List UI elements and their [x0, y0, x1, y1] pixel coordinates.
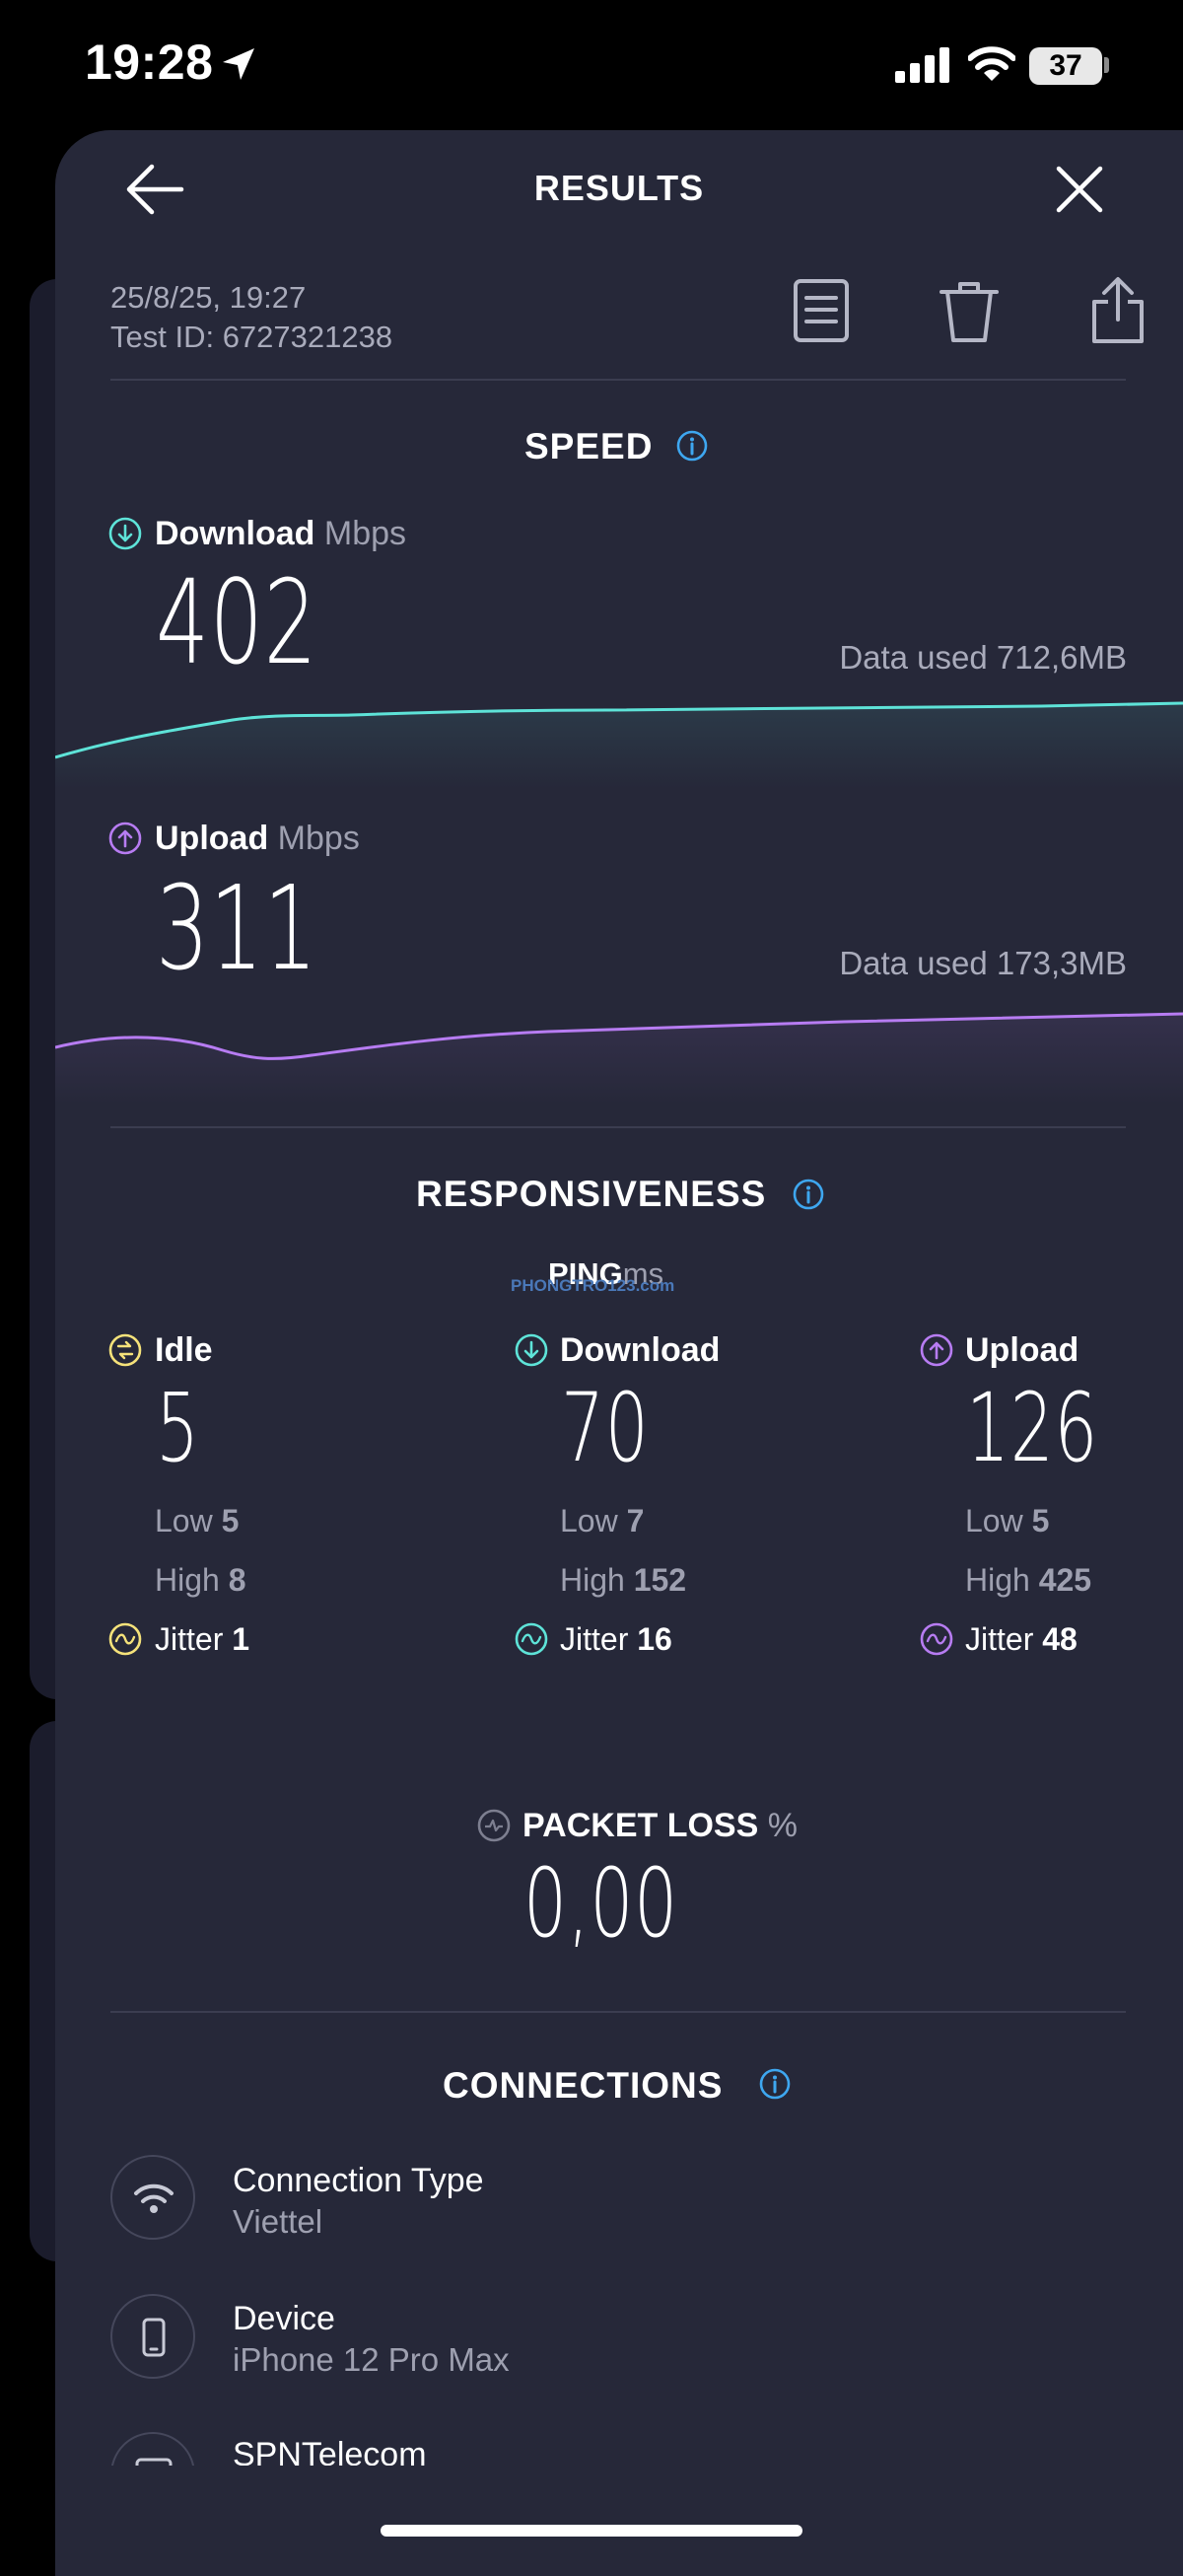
high-label: High	[155, 1562, 220, 1598]
speed-section-title: SPEED	[524, 426, 654, 466]
connection-type-title: Connection Type	[233, 2162, 484, 2199]
jitter-label: Jitter	[965, 1621, 1034, 1657]
upload-unit: Mbps	[277, 820, 360, 857]
high-label: High	[965, 1562, 1030, 1598]
packet-loss-icon	[477, 1809, 511, 1842]
download-low-value: 7	[626, 1503, 645, 1538]
connections-section-title: CONNECTIONS	[443, 2065, 724, 2106]
bottom-fade	[55, 2466, 1183, 2560]
download-high-value: 152	[633, 1562, 687, 1598]
download-ping-low: Low 7	[560, 1503, 644, 1539]
packet-loss-label-text: PACKET LOSS	[522, 1807, 759, 1844]
share-icon[interactable]	[1090, 276, 1146, 345]
document-icon[interactable]	[793, 278, 850, 343]
jitter-icon	[108, 1622, 142, 1656]
results-sheet	[55, 130, 1183, 2576]
jitter-icon	[920, 1622, 953, 1656]
device-icon-circle	[110, 2294, 195, 2379]
speed-info-icon[interactable]	[676, 430, 708, 462]
download-label-text: Download	[155, 515, 315, 552]
download-speed-label: Download Mbps	[155, 515, 406, 553]
idle-high: High 8	[155, 1562, 246, 1599]
idle-low-value: 5	[221, 1503, 240, 1538]
jitter-label: Jitter	[560, 1621, 629, 1657]
responsiveness-section-title: RESPONSIVENESS	[416, 1174, 767, 1214]
device-value: iPhone 12 Pro Max	[233, 2341, 510, 2378]
upload-jitter-value: 48	[1042, 1621, 1078, 1657]
watermark: PHONGTRO123.com	[511, 1276, 675, 1295]
download-ping-high: High 152	[560, 1562, 686, 1599]
upload-low-value: 5	[1031, 1503, 1050, 1538]
idle-high-value: 8	[228, 1562, 246, 1598]
idle-ping-value: 5	[156, 1373, 200, 1483]
connections-info-icon[interactable]	[759, 2068, 791, 2100]
upload-ping-value: 126	[966, 1373, 1099, 1483]
upload-ping-high: High 425	[965, 1562, 1091, 1599]
connection-type-value: Viettel	[233, 2203, 323, 2240]
connection-type-icon-circle	[110, 2155, 195, 2240]
upload-speed-label: Upload Mbps	[155, 820, 360, 858]
wifi-status-icon	[968, 46, 1015, 81]
packet-loss-unit: %	[767, 1807, 798, 1844]
cellular-signal-icon	[895, 47, 949, 83]
idle-icon	[108, 1333, 142, 1367]
jitter-icon	[515, 1622, 548, 1656]
close-icon[interactable]	[1055, 162, 1104, 217]
low-label: Low	[560, 1503, 618, 1538]
low-label: Low	[155, 1503, 213, 1538]
phone-icon	[142, 2318, 166, 2357]
battery-indicator: 37	[1029, 47, 1102, 85]
packet-loss-label: PACKET LOSS %	[522, 1807, 798, 1845]
device-title: Device	[233, 2300, 335, 2337]
packet-loss-value: 0,00	[523, 1848, 678, 1959]
idle-low: Low 5	[155, 1503, 239, 1539]
back-arrow-icon[interactable]	[124, 162, 185, 217]
test-date: 25/8/25, 19:27	[110, 280, 307, 315]
wifi-icon	[134, 2183, 174, 2213]
status-time: 19:28	[85, 35, 214, 90]
battery-tip	[1104, 57, 1109, 73]
idle-label: Idle	[155, 1331, 213, 1369]
idle-jitter-value: 1	[232, 1621, 250, 1657]
low-label: Low	[965, 1503, 1023, 1538]
download-data-used: Data used 712,6MB	[839, 639, 1127, 676]
ping-unit: ms	[622, 1256, 664, 1291]
download-speed-value: 402	[156, 554, 318, 690]
download-ping-label: Download	[560, 1331, 721, 1369]
divider	[110, 1126, 1126, 1128]
upload-ping-low: Low 5	[965, 1503, 1049, 1539]
location-arrow-icon	[223, 48, 254, 80]
download-ping-jitter: Jitter 16	[560, 1621, 672, 1658]
high-label: High	[560, 1562, 625, 1598]
ping-label-text: PING	[548, 1256, 623, 1291]
upload-ping-jitter: Jitter 48	[965, 1621, 1078, 1658]
upload-ping-icon	[920, 1333, 953, 1367]
upload-speed-value: 311	[156, 860, 318, 996]
upload-icon	[108, 822, 142, 855]
divider	[110, 379, 1126, 381]
download-unit: Mbps	[323, 515, 407, 552]
idle-jitter: Jitter 1	[155, 1621, 249, 1658]
page-title: RESULTS	[533, 168, 705, 208]
upload-high-value: 425	[1038, 1562, 1092, 1598]
ping-label: PINGms	[548, 1256, 663, 1292]
download-icon	[108, 517, 142, 550]
download-jitter-value: 16	[637, 1621, 672, 1657]
upload-data-used: Data used 173,3MB	[839, 945, 1127, 981]
download-ping-value: 70	[561, 1373, 650, 1483]
download-speed-graph	[55, 701, 1183, 789]
trash-icon[interactable]	[939, 278, 1000, 345]
home-indicator[interactable]	[381, 2525, 802, 2537]
responsiveness-info-icon[interactable]	[793, 1179, 824, 1210]
upload-label-text: Upload	[155, 820, 269, 857]
download-ping-icon	[515, 1333, 548, 1367]
upload-speed-graph	[55, 1012, 1183, 1105]
test-id: Test ID: 6727321238	[110, 320, 393, 354]
jitter-label: Jitter	[155, 1621, 224, 1657]
divider	[110, 2011, 1126, 2013]
upload-ping-label: Upload	[965, 1331, 1079, 1369]
